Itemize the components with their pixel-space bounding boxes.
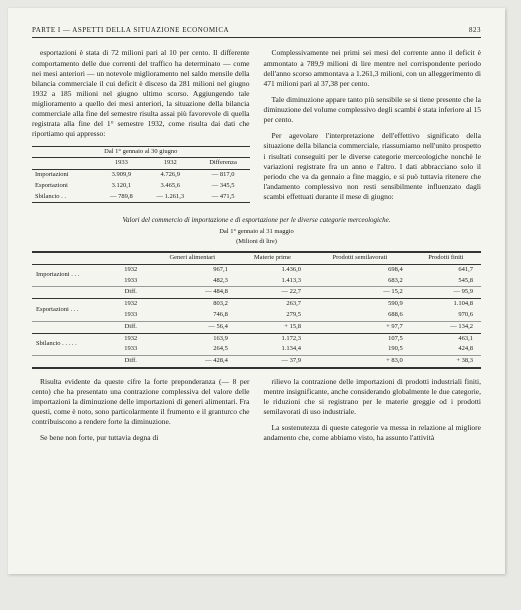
para: Se bene non forte, pur tuttavia degna di xyxy=(32,433,250,443)
th: Prodotti semilavorati xyxy=(309,252,411,264)
th-diff: Differenza xyxy=(197,158,250,170)
page-number: 823 xyxy=(469,26,481,35)
para: Risulta evidente da queste cifre la fort… xyxy=(32,377,250,428)
table-row: Sbilancio . . — 789,8 — 1.261,3 — 471,5 xyxy=(32,192,250,203)
para: Tale diminuzione appare tanto più sensib… xyxy=(264,95,482,125)
diff-row: Diff. — 428,4 — 37,9 + 83,0 + 38,3 xyxy=(32,356,481,368)
th: Materie prime xyxy=(236,252,309,264)
bottom-left-col: Risulta evidente da queste cifre la fort… xyxy=(32,377,250,450)
table-row: Importazioni . . . 1932 967,1 1.436,0 69… xyxy=(32,264,481,275)
left-column: esportazioni è stata di 72 milioni pari … xyxy=(32,48,250,208)
big-table-sub1: Dal 1° gennaio al 31 maggio xyxy=(32,228,481,237)
th-1933: 1933 xyxy=(99,158,144,170)
diff-row: Diff. — 484,8 — 22,7 — 15,2 — 95,9 xyxy=(32,287,481,299)
para: Per agevolare l'interpretazione dell'eff… xyxy=(264,131,482,202)
right-column: Complessivamente nei primi sei mesi del … xyxy=(264,48,482,208)
th: Prodotti finiti xyxy=(411,252,481,264)
th: Generi alimentari xyxy=(149,252,236,264)
table-row: Importazioni 3.909,9 4.726,9 — 817,0 xyxy=(32,170,250,181)
th-1932: 1932 xyxy=(144,158,197,170)
para: La sostenutezza di queste categorie va m… xyxy=(264,423,482,443)
para: rilievo la contrazione delle importazion… xyxy=(264,377,482,418)
diff-row: Diff. — 56,4 + 15,8 + 97,7 — 134,2 xyxy=(32,321,481,333)
categories-table: Generi alimentari Materie prime Prodotti… xyxy=(32,251,481,369)
header-title: PARTE I — ASPETTI DELLA SITUAZIONE ECONO… xyxy=(32,26,229,35)
para: Complessivamente nei primi sei mesi del … xyxy=(264,48,482,89)
bottom-right-col: rilievo la contrazione delle importazion… xyxy=(264,377,482,450)
top-columns: esportazioni è stata di 72 milioni pari … xyxy=(32,48,481,208)
small-caption: Dal 1° gennaio al 30 giugno xyxy=(32,146,250,158)
bottom-columns: Risulta evidente da queste cifre la fort… xyxy=(32,377,481,450)
table-row: Esportazioni . . . 1932 803,2 263,7 590,… xyxy=(32,299,481,310)
th-blank xyxy=(32,158,99,170)
big-table-sub2: (Milioni di lire) xyxy=(32,238,481,247)
page-header: PARTE I — ASPETTI DELLA SITUAZIONE ECONO… xyxy=(32,26,481,38)
table-row: Sbilancio . . . . . 1932 163,9 1.172,3 1… xyxy=(32,333,481,344)
document-page: PARTE I — ASPETTI DELLA SITUAZIONE ECONO… xyxy=(8,8,505,574)
big-table-caption: Valori del commercio di importazione e d… xyxy=(32,216,481,225)
table-row: Esportazioni 3.120,1 3.465,6 — 345,5 xyxy=(32,181,250,192)
para: esportazioni è stata di 72 milioni pari … xyxy=(32,48,250,139)
semester-table: Dal 1° gennaio al 30 giugno 1933 1932 Di… xyxy=(32,146,250,204)
